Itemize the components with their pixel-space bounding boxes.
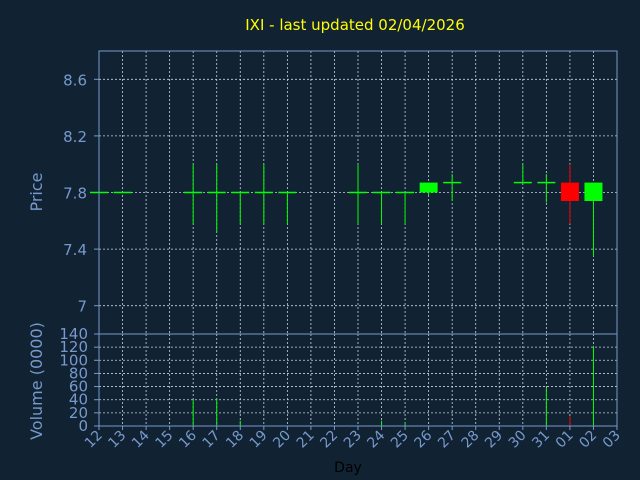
candle-body	[419, 182, 438, 193]
x-tick-label: 22	[317, 428, 341, 452]
x-tick-label: 15	[153, 428, 177, 452]
x-tick-label: 28	[459, 428, 483, 452]
candle-body	[396, 191, 415, 194]
volume-tick-label: 0	[78, 417, 88, 435]
candles	[90, 164, 603, 257]
volume-tick-label: 80	[69, 364, 88, 382]
x-tick-label: 16	[176, 427, 200, 451]
x-ticks: 12 13 14 15 16 17 18 19 20 21 22 23 24 25 26 27 28 29 30 31…	[82, 426, 624, 451]
volume-tick-label: 60	[69, 378, 88, 396]
candle-body	[254, 191, 273, 194]
volume-bars	[192, 345, 594, 426]
price-y-ticks: 8.6 8.2 7.8 7.4 7	[63, 71, 99, 316]
x-tick-label: 01	[553, 428, 577, 452]
candle-body	[560, 182, 579, 201]
candle-body	[184, 191, 203, 194]
price-tick-label: 7.4	[63, 241, 87, 259]
volume-grid	[99, 334, 617, 426]
volume-tick-label: 100	[59, 351, 88, 369]
candle-body	[537, 181, 556, 184]
x-tick-label: 23	[341, 428, 365, 452]
price-tick-label: 7	[77, 298, 87, 316]
x-tick-label: 27	[435, 428, 459, 452]
chart-title: IXI - last updated 02/04/2026	[245, 16, 465, 34]
candle-body	[207, 191, 226, 194]
candle-body	[584, 182, 603, 201]
x-tick-label: 19	[247, 428, 271, 452]
volume-tick-label: 120	[59, 338, 88, 356]
volume-tick-label: 40	[69, 391, 88, 409]
candle-body	[443, 181, 462, 184]
x-tick-label: 25	[388, 428, 412, 452]
candle-body	[113, 191, 132, 194]
x-tick-label: 26	[412, 427, 436, 451]
x-tick-label: 13	[105, 428, 129, 452]
x-tick-label: 20	[270, 428, 294, 452]
x-tick-label: 29	[482, 428, 506, 452]
x-tick-label: 30	[506, 428, 530, 452]
x-tick-label: 21	[294, 428, 318, 452]
price-tick-label: 8.2	[63, 128, 87, 146]
volume-tick-label: 20	[69, 404, 88, 422]
candle-body	[349, 191, 367, 194]
x-tick-label: 18	[223, 428, 247, 452]
x-tick-label: 24	[364, 427, 388, 451]
candle-body	[278, 191, 297, 194]
x-tick-label: 14	[129, 427, 153, 451]
volume-tick-label: 140	[59, 325, 88, 343]
candle-body	[231, 191, 250, 194]
x-tick-label: 03	[600, 428, 624, 452]
volume-axis-label: Volume (0000)	[27, 322, 46, 440]
x-tick-label: 31	[529, 428, 553, 452]
candle-body	[372, 191, 391, 194]
x-axis-label: Day	[334, 460, 362, 476]
price-axis-label: Price	[27, 172, 46, 211]
x-tick-label: 17	[200, 428, 224, 452]
price-tick-label: 7.8	[63, 185, 87, 203]
price-tick-label: 8.6	[63, 71, 87, 89]
x-tick-label: 02	[576, 428, 600, 452]
candle-body	[513, 181, 532, 184]
